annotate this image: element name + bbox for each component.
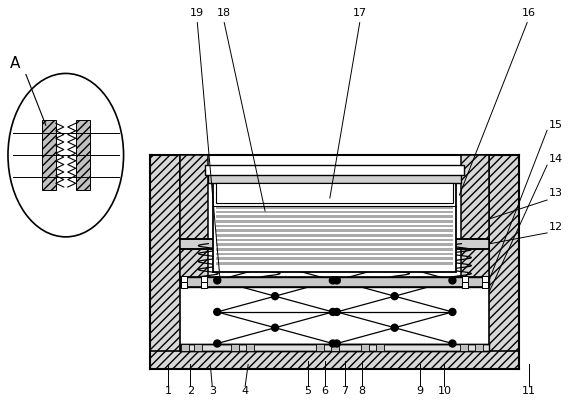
Bar [361, 344, 369, 351]
Bar [216, 243, 454, 246]
Bar [42, 120, 56, 190]
Text: 11: 11 [522, 386, 536, 396]
Circle shape [391, 293, 398, 300]
Bar [216, 248, 454, 251]
Bar [181, 344, 189, 351]
Circle shape [214, 340, 221, 347]
Circle shape [334, 340, 340, 347]
Bar [181, 239, 489, 249]
Circle shape [449, 277, 456, 284]
Bar [462, 282, 469, 288]
Bar [216, 215, 454, 218]
Circle shape [329, 277, 336, 284]
Text: 13: 13 [549, 188, 563, 198]
Circle shape [329, 340, 336, 347]
Text: 19: 19 [190, 8, 204, 18]
Circle shape [391, 324, 398, 331]
Circle shape [329, 308, 336, 316]
Circle shape [214, 277, 221, 284]
Text: 8: 8 [358, 386, 365, 396]
Bar [482, 282, 488, 288]
Bar [216, 262, 454, 265]
Circle shape [449, 340, 456, 347]
Bar [482, 276, 488, 282]
Text: 17: 17 [352, 8, 367, 18]
Bar [181, 344, 489, 351]
Text: 9: 9 [416, 386, 423, 396]
Bar [216, 234, 454, 237]
Bar [216, 225, 454, 227]
Bar [216, 229, 454, 232]
Bar [151, 351, 519, 369]
Text: 2: 2 [187, 386, 194, 396]
Circle shape [334, 308, 340, 316]
Text: 4: 4 [242, 386, 249, 396]
Bar [216, 211, 454, 213]
Bar [216, 239, 454, 241]
Bar [216, 183, 454, 203]
Circle shape [271, 261, 278, 268]
Circle shape [214, 308, 221, 316]
Text: 5: 5 [304, 386, 312, 396]
Bar [231, 344, 239, 351]
Text: 14: 14 [549, 154, 564, 164]
Circle shape [271, 324, 278, 331]
Text: 7: 7 [341, 386, 348, 396]
Bar [489, 155, 519, 369]
Bar [216, 220, 454, 223]
Bar [216, 253, 454, 255]
Bar [375, 344, 384, 351]
Bar [461, 155, 489, 280]
Text: 3: 3 [209, 386, 216, 396]
Bar [181, 155, 208, 280]
Bar [462, 276, 469, 282]
Bar [476, 344, 484, 351]
Bar [76, 120, 90, 190]
Bar [216, 257, 454, 260]
Text: 6: 6 [321, 386, 328, 396]
Text: 12: 12 [549, 222, 564, 232]
Text: 16: 16 [522, 8, 536, 18]
Bar [461, 344, 469, 351]
Bar [213, 173, 457, 272]
Bar [151, 155, 181, 369]
Circle shape [449, 245, 456, 252]
Text: 18: 18 [217, 8, 231, 18]
Circle shape [214, 245, 221, 252]
Text: A: A [10, 57, 20, 71]
Circle shape [334, 277, 340, 284]
Bar [194, 344, 202, 351]
Bar [208, 173, 461, 183]
Text: 10: 10 [438, 386, 451, 396]
Bar [181, 282, 187, 288]
Bar [201, 282, 207, 288]
Bar [331, 344, 339, 351]
Circle shape [449, 308, 456, 316]
Bar [216, 206, 454, 209]
Bar [201, 276, 207, 282]
Bar [316, 344, 324, 351]
Circle shape [334, 245, 340, 252]
Bar [181, 276, 187, 282]
Circle shape [391, 261, 398, 268]
Circle shape [271, 293, 278, 300]
Text: 15: 15 [549, 120, 563, 130]
Bar [205, 165, 465, 175]
Circle shape [329, 245, 336, 252]
Bar [181, 277, 489, 287]
Text: 1: 1 [165, 386, 172, 396]
Bar [246, 344, 254, 351]
Ellipse shape [8, 73, 124, 237]
